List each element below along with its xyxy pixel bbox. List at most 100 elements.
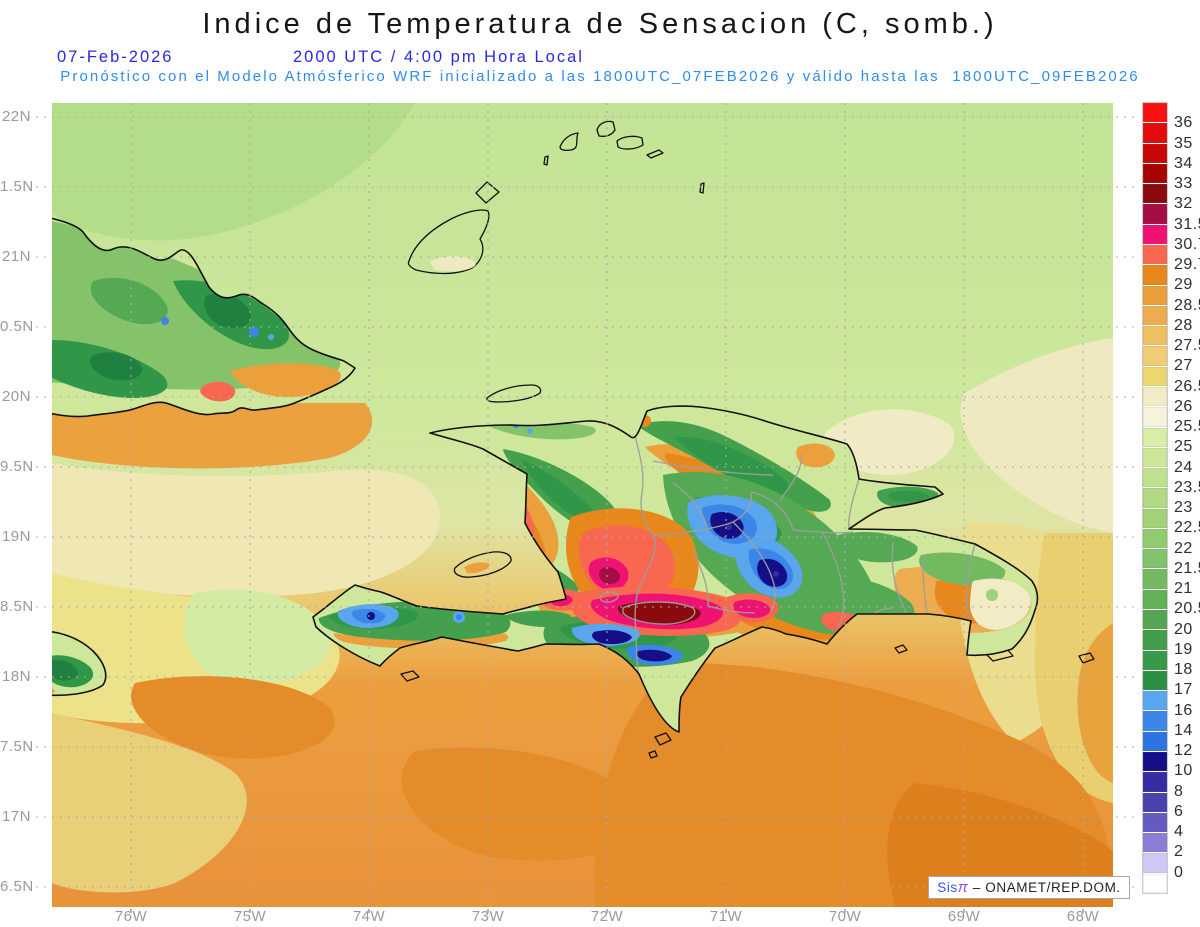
- colorbar-swatch: [1143, 224, 1167, 244]
- lon-tick-mark: [725, 909, 727, 913]
- colorbar-swatch: [1143, 589, 1167, 610]
- lake-saumatre-outline: [599, 591, 619, 603]
- colorbar-tick-label: 35: [1174, 134, 1193, 152]
- lon-tick-label: 69W: [947, 908, 981, 925]
- lat-tick-label: 1.5N: [0, 178, 34, 195]
- colorbar-tick-label: 14: [1174, 721, 1193, 739]
- islet-1: [543, 155, 549, 166]
- colorbar-tick-label: 27: [1174, 357, 1193, 375]
- colorbar-swatch: [1143, 650, 1167, 670]
- colorbar-swatch: [1143, 184, 1167, 204]
- colorbar-tick-label: 34: [1174, 154, 1193, 172]
- colorbar-swatch: [1143, 407, 1167, 427]
- colorbar-swatch: [1143, 711, 1167, 731]
- colorbar-tick-label: 16: [1174, 701, 1193, 719]
- island-cuba: [52, 214, 356, 418]
- forecast-date-label: 07-Feb-2026: [57, 48, 174, 66]
- colorbar-swatches: [1142, 102, 1168, 894]
- lat-tick-label: 19N: [1, 528, 31, 545]
- colorbar-swatch: [1143, 265, 1167, 285]
- forecast-time-label: 2000 UTC / 4:00 pm Hora Local: [293, 48, 584, 66]
- colorbar-swatch: [1143, 123, 1167, 143]
- lon-tick-mark: [844, 909, 846, 913]
- attribution-org-text: – ONAMET/REP.DOM.: [968, 880, 1121, 895]
- colorbar-swatch: [1143, 103, 1167, 123]
- island-hispaniola: [312, 405, 1039, 733]
- colorbar-tick-label: 22: [1174, 539, 1193, 557]
- page-title: Indice de Temperatura de Sensacion (C, s…: [202, 8, 998, 40]
- colorbar-swatch: [1143, 569, 1167, 589]
- colorbar-swatch: [1143, 528, 1167, 549]
- lon-tick-mark: [368, 909, 370, 913]
- lon-tick-mark: [249, 909, 251, 913]
- island-middle-caicos: [616, 135, 644, 150]
- colorbar-swatch: [1143, 752, 1167, 772]
- colorbar-swatch: [1143, 731, 1167, 751]
- lat-tick-label: 22N: [1, 108, 31, 125]
- lat-tick-label: 6.5N: [0, 878, 34, 895]
- small-islands: [400, 120, 1095, 759]
- colorbar-tick-label: 8: [1174, 782, 1184, 800]
- lon-tick-label: 73W: [471, 908, 505, 925]
- colorbar-tick-label: 18: [1174, 661, 1193, 679]
- sispi-logo-text: Sis: [937, 880, 958, 895]
- lon-tick-mark: [1082, 909, 1084, 913]
- colorbar-tick-label: 4: [1174, 823, 1184, 841]
- colorbar-swatch: [1143, 833, 1167, 853]
- colorbar-tick-label: 21.5: [1174, 559, 1200, 577]
- model-info-line: Pronóstico con el Modelo Atmósferico WRF…: [60, 68, 1140, 85]
- colorbar-swatch: [1143, 285, 1167, 305]
- colorbar-tick-label: 12: [1174, 742, 1193, 760]
- colorbar-tick-label: 23: [1174, 499, 1193, 517]
- colorbar-tick-label: 29: [1174, 276, 1193, 294]
- colorbar-swatch: [1143, 508, 1167, 528]
- province-boundaries: [599, 435, 976, 673]
- colorbar-swatch: [1143, 163, 1167, 184]
- colorbar-swatch: [1143, 792, 1167, 812]
- lat-tick-label: 20N: [1, 388, 31, 405]
- colorbar-tick-label: 0: [1174, 863, 1184, 881]
- lat-tick-label: 17N: [1, 808, 31, 825]
- islands-layer: [52, 120, 1095, 759]
- island-alto-velo: [648, 750, 658, 759]
- colorbar-tick-label: 30.7: [1174, 235, 1200, 253]
- lat-tick-label: 18N: [1, 668, 31, 685]
- colorbar-tick-label: 25: [1174, 438, 1193, 456]
- lat-tick-label: 7.5N: [0, 738, 34, 755]
- island-little-inagua: [475, 181, 500, 204]
- colorbar-swatch: [1143, 853, 1167, 873]
- colorbar-tick-label: 28: [1174, 316, 1193, 334]
- lon-tick-label: 70W: [828, 908, 862, 925]
- great-inagua-lowland: [430, 256, 476, 272]
- colorbar-tick-label: 17: [1174, 681, 1193, 699]
- colorbar-swatch: [1143, 447, 1167, 468]
- island-great-inagua: [407, 209, 490, 275]
- island-west-caicos: [559, 132, 579, 152]
- colorbar-tick-label: 19: [1174, 640, 1193, 658]
- colorbar-tick-label: 28.5: [1174, 296, 1200, 314]
- colorbar-swatch: [1143, 873, 1167, 893]
- sispi-pi-glyph: π: [957, 879, 969, 896]
- colorbar-swatch: [1143, 691, 1167, 711]
- colorbar-swatch: [1143, 326, 1167, 346]
- colorbar-tick-label: 23.5: [1174, 478, 1200, 496]
- lon-tick-label: 71W: [709, 908, 743, 925]
- lon-tick-label: 75W: [233, 908, 267, 925]
- colorbar-swatch: [1143, 386, 1167, 407]
- island-catalina: [894, 644, 908, 654]
- colorbar-tick-label: 10: [1174, 762, 1193, 780]
- attribution-badge: Sisπ – ONAMET/REP.DOM.: [928, 876, 1130, 899]
- colorbar-tick-label: 25.5: [1174, 418, 1200, 436]
- colorbar-swatch: [1143, 772, 1167, 792]
- gonave-lowland: [464, 562, 490, 574]
- lon-tick-mark: [487, 909, 489, 913]
- colorbar-tick-label: 26: [1174, 397, 1193, 415]
- colorbar-tick-label: 32: [1174, 195, 1193, 213]
- island-grand-turk: [699, 182, 705, 194]
- colorbar-swatch: [1143, 143, 1167, 163]
- lon-tick-mark: [130, 909, 132, 913]
- colorbar-swatch: [1143, 427, 1167, 447]
- colorbar-tick-label: 20: [1174, 620, 1193, 638]
- island-tortuga: [486, 384, 542, 403]
